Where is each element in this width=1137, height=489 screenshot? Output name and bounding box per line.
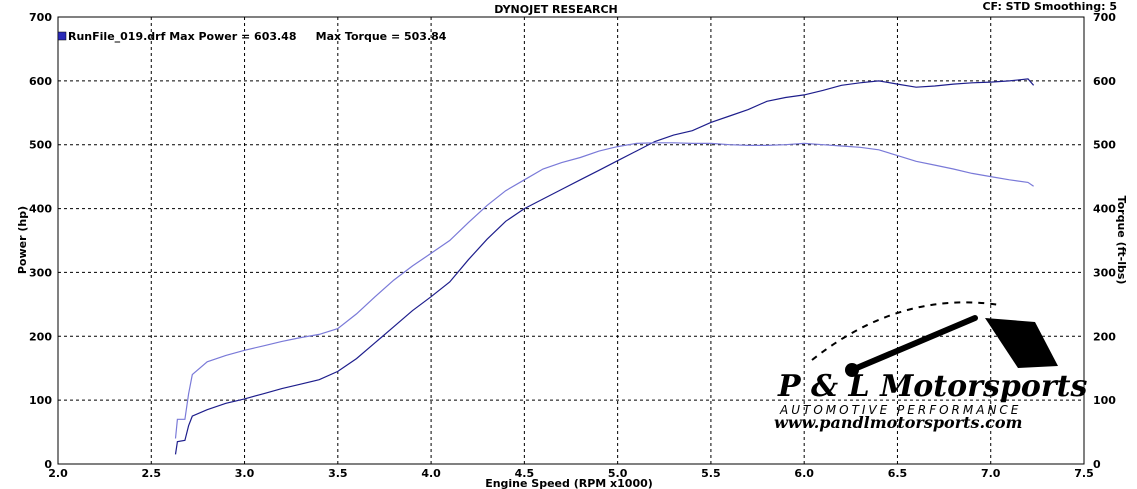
x-tick-label: 7.0 — [981, 467, 1001, 480]
y-axis-title-right: Torque (ft-lbs) — [1115, 196, 1128, 285]
y-tick-label-right: 300 — [1093, 266, 1116, 279]
x-tick-labels: 2.0 2.5 3.0 3.5 4.0 4.5 5.0 5.5 6.0 6.5 7.0 7.5 — [48, 467, 1094, 480]
logo-tagline: AUTOMOTIVE PERFORMANCE — [779, 403, 1021, 417]
y-tick-label-left: 700 — [29, 11, 52, 24]
legend-swatch — [57, 31, 67, 41]
gauge-hub — [845, 363, 859, 377]
y-tick-label-left: 0 — [44, 458, 52, 471]
y-tick-label-right: 500 — [1093, 139, 1116, 152]
logo-brand: P & L Motorsports — [777, 369, 1088, 404]
gauge-arc — [811, 301, 1001, 361]
y-tick-label-right: 600 — [1093, 75, 1116, 88]
x-tick-label: 5.0 — [608, 467, 628, 480]
x-tick-label: 6.5 — [888, 467, 908, 480]
y-tick-labels-right: 0 100 200 300 400 500 600 700 — [1093, 11, 1116, 471]
y-tick-label-left: 100 — [29, 394, 52, 407]
power-curve — [174, 78, 1035, 455]
y-tick-label-right: 100 — [1093, 394, 1116, 407]
y-tick-label-right: 0 — [1093, 458, 1101, 471]
plot-area — [57, 16, 1085, 465]
x-tick-label: 5.5 — [701, 467, 721, 480]
x-tick-label: 3.0 — [235, 467, 255, 480]
y-tick-label-left: 500 — [29, 139, 52, 152]
y-tick-label-right: 200 — [1093, 330, 1116, 343]
x-tick-label: 2.0 — [48, 467, 68, 480]
y-tick-label-left: 400 — [29, 203, 52, 216]
x-tick-label: 7.5 — [1074, 467, 1094, 480]
x-tick-label: 4.0 — [421, 467, 441, 480]
x-tick-label: 4.5 — [515, 467, 535, 480]
grid-lines — [58, 17, 1084, 464]
series-lines — [174, 78, 1035, 455]
x-tick-label: 2.5 — [142, 467, 162, 480]
legend-entry: RunFile_019.drf Max Power = 603.48 Max T… — [68, 30, 447, 43]
gauge-needle — [849, 315, 978, 373]
chart-title: DYNOJET RESEARCH — [494, 3, 617, 16]
x-axis-title: Engine Speed (RPM x1000) — [485, 477, 653, 489]
x-tick-label: 3.5 — [328, 467, 348, 480]
y-axis-title-left: Power (hp) — [16, 206, 29, 274]
y-tick-label-right: 400 — [1093, 203, 1116, 216]
logo-url: www.pandlmotorsports.com — [774, 413, 1022, 432]
y-tick-label-left: 300 — [29, 266, 52, 279]
pl-motorsports-logo: P & L Motorsports AUTOMOTIVE PERFORMANCE… — [774, 301, 1088, 432]
y-tick-label-left: 200 — [29, 330, 52, 343]
y-tick-label-left: 600 — [29, 75, 52, 88]
gauge-bar — [985, 318, 1058, 368]
torque-curve — [174, 142, 1034, 439]
y-tick-label-right: 700 — [1093, 11, 1116, 24]
settings-label: CF: STD Smoothing: 5 — [982, 0, 1117, 13]
y-tick-labels-left: 0 100 200 300 400 500 600 700 — [29, 11, 52, 471]
x-tick-label: 6.0 — [794, 467, 814, 480]
